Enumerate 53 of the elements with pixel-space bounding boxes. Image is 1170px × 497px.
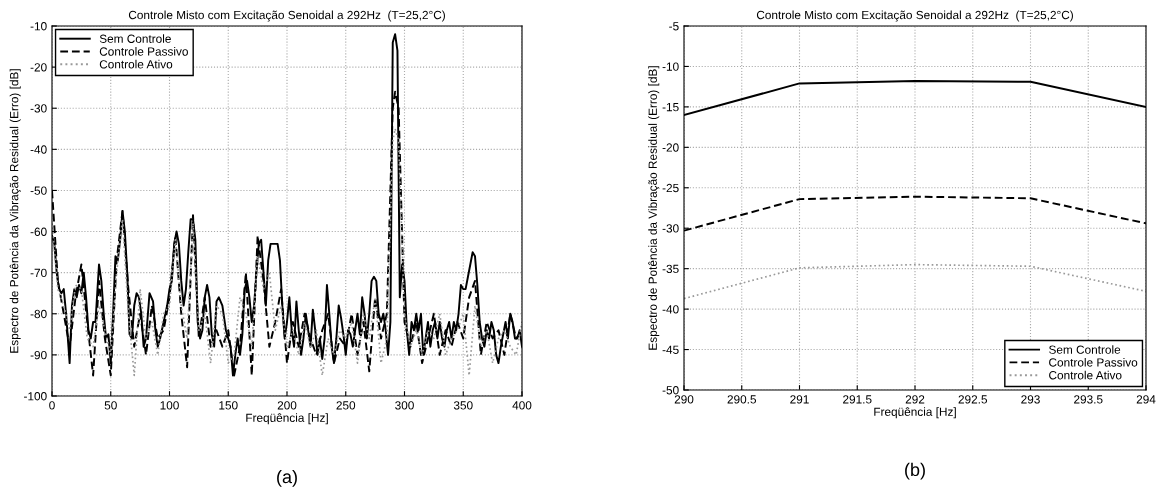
y-tick-label: -10	[662, 62, 679, 71]
text: (b)	[905, 462, 925, 480]
x-tick-label: 250	[336, 401, 356, 410]
text: (a)	[277, 470, 297, 487]
x-tick-label: 294	[1136, 395, 1156, 404]
y-tick-label: -30	[30, 104, 47, 113]
legend-label: Sem Controle	[99, 34, 171, 43]
y-tick-label: -40	[662, 305, 679, 314]
y-tick-label: -20	[30, 63, 47, 72]
y-axis-title: Espectro de Potência da Vibração Residual (Erro) [dB]	[9, 69, 21, 353]
y-tick-label: -45	[662, 345, 679, 354]
y-tick-label: -70	[30, 268, 47, 278]
y-tick-label: -10	[30, 22, 47, 31]
y-tick-label: -20	[662, 143, 679, 152]
y-axis-title: Espectro de Potência da Vibração Residual (Erro) [dB]	[648, 66, 660, 350]
y-tick-label: -100	[24, 392, 47, 401]
y-tick-label: -35	[662, 264, 679, 274]
x-axis-title: Freqüência [Hz]	[246, 413, 328, 425]
x-tick-label: 293	[1021, 395, 1040, 404]
chart-title: Controle Misto com Excitação Senoidal a 292Hz (T=25,2°C)	[756, 10, 1073, 22]
legend-label: Controle Ativo	[99, 59, 173, 69]
x-tick-label: 291	[790, 395, 809, 404]
legend-label: Controle Ativo	[1049, 370, 1122, 380]
x-tick-label: 100	[160, 401, 179, 410]
x-tick-label: 150	[219, 401, 238, 410]
y-tick-label: -5	[669, 22, 679, 31]
y-tick-label: -40	[30, 145, 47, 154]
x-tick-label: 290.5	[727, 395, 757, 404]
x-tick-label: 400	[512, 401, 532, 410]
legend-label: Controle Passivo	[99, 47, 188, 56]
y-tick-label: -60	[30, 227, 47, 236]
y-tick-label: -90	[30, 350, 47, 360]
legend-label: Sem Controle	[1049, 345, 1121, 354]
y-tick-label: -15	[662, 103, 679, 112]
y-tick-label: -30	[662, 224, 679, 233]
y-tick-label: -25	[662, 183, 679, 193]
x-tick-label: 200	[277, 401, 297, 410]
x-tick-label: 292.5	[958, 395, 988, 404]
x-tick-label: 350	[453, 401, 473, 410]
y-tick-label: -80	[30, 309, 47, 319]
x-tick-label: 300	[395, 401, 414, 410]
x-tick-label: 0	[49, 401, 55, 410]
legend-label: Controle Passivo	[1049, 357, 1138, 367]
y-tick-label: -50	[30, 186, 47, 195]
line-series	[684, 263, 1146, 300]
x-tick-label: 291.5	[843, 395, 872, 404]
chart-title: Controle Misto com Excitação Senoidal a 292Hz (T=25,2°C)	[128, 10, 445, 22]
x-tick-label: 293.5	[1074, 395, 1103, 404]
x-tick-label: 292	[905, 395, 925, 404]
x-tick-label: 290	[674, 395, 694, 404]
x-tick-label: 50	[104, 401, 117, 410]
y-tick-label: -50	[662, 386, 679, 395]
x-axis-title: Freqüência [Hz]	[874, 407, 956, 419]
